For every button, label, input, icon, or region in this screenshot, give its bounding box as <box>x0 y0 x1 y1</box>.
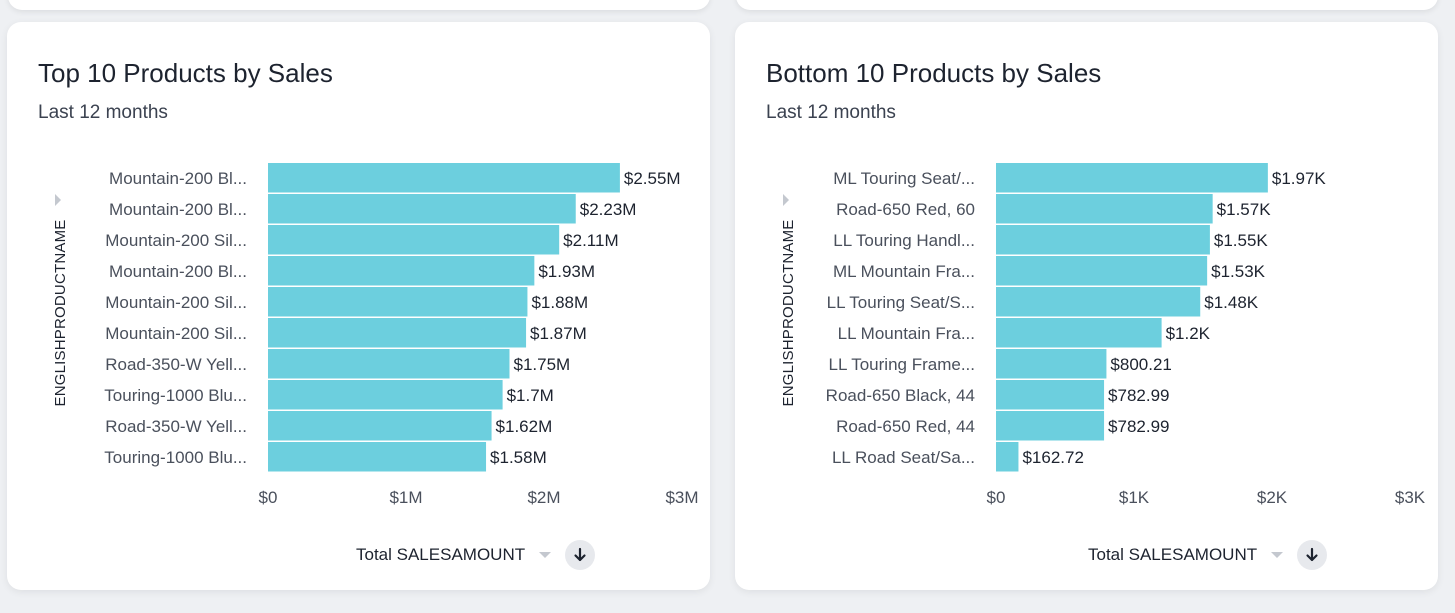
category-label: Road-350-W Yell... <box>105 417 247 436</box>
x-tick-label: $0 <box>987 488 1006 507</box>
bar <box>996 256 1208 286</box>
top-products-card: Top 10 Products by Sales Last 12 months … <box>7 22 710 590</box>
category-label: LL Touring Handl... <box>833 231 975 250</box>
y-axis-title: ENGLISHPRODUCTNAME <box>780 220 797 407</box>
bar <box>996 349 1107 379</box>
previous-card-bottom-left <box>8 0 710 10</box>
value-label: $1.62M <box>496 417 553 436</box>
sort-control: Total SALESAMOUNT <box>356 540 596 570</box>
sort-direction-button[interactable] <box>565 540 596 570</box>
value-label: $1.58M <box>490 448 547 467</box>
bar <box>268 287 528 317</box>
category-label: Mountain-200 Sil... <box>105 231 247 250</box>
value-label: $1.93M <box>538 262 595 281</box>
bar <box>996 318 1162 348</box>
category-label: Road-350-W Yell... <box>105 355 247 374</box>
category-label: Road-650 Red, 60 <box>836 200 975 219</box>
value-label: $1.2K <box>1166 324 1211 343</box>
y-axis-title: ENGLISHPRODUCTNAME <box>52 220 69 407</box>
card-subtitle: Last 12 months <box>38 102 168 123</box>
arrow-down-icon <box>1306 547 1318 562</box>
bar <box>996 442 1019 472</box>
category-label: LL Mountain Fra... <box>838 324 975 343</box>
value-label: $2.55M <box>624 169 681 188</box>
arrow-down-icon <box>574 547 586 562</box>
value-label: $1.57K <box>1217 200 1272 219</box>
bar <box>268 380 503 410</box>
value-label: $1.53K <box>1211 262 1266 281</box>
sort-direction-button[interactable] <box>1297 540 1328 570</box>
category-label: Mountain-200 Sil... <box>105 324 247 343</box>
bar <box>996 225 1210 255</box>
category-label: LL Touring Seat/S... <box>827 293 975 312</box>
card-subtitle: Last 12 months <box>766 102 896 123</box>
category-label: LL Touring Frame... <box>829 355 975 374</box>
sort-measure-label: Total SALESAMOUNT <box>1088 545 1258 564</box>
value-label: $1.88M <box>531 293 588 312</box>
bar <box>996 287 1201 317</box>
value-label: $782.99 <box>1108 386 1169 405</box>
caret-down-icon[interactable] <box>1271 552 1284 558</box>
value-label: $1.48K <box>1204 293 1259 312</box>
x-tick-label: $0 <box>259 488 278 507</box>
bar <box>268 411 492 441</box>
bar <box>268 318 527 348</box>
category-label: Touring-1000 Blu... <box>104 386 247 405</box>
x-tick-label: $1M <box>389 488 422 507</box>
bar <box>268 163 620 193</box>
category-label: Mountain-200 Bl... <box>109 169 247 188</box>
bar <box>268 256 535 286</box>
caret-down-icon[interactable] <box>539 552 552 558</box>
sort-control: Total SALESAMOUNT <box>1088 540 1328 570</box>
category-label: LL Road Seat/Sa... <box>832 448 975 467</box>
category-label: Mountain-200 Bl... <box>109 200 247 219</box>
top-products-bar-chart: ENGLISHPRODUCTNAME Mountain-200 Bl... $2.5… <box>52 163 699 507</box>
value-label: $782.99 <box>1108 417 1169 436</box>
card-title: Top 10 Products by Sales <box>38 58 333 88</box>
value-label: $1.55K <box>1214 231 1269 250</box>
bottom-products-card: Bottom 10 Products by Sales Last 12 mont… <box>735 22 1438 590</box>
value-label: $800.21 <box>1110 355 1171 374</box>
sort-measure-label: Total SALESAMOUNT <box>356 545 526 564</box>
value-label: $2.11M <box>563 231 618 250</box>
value-label: $1.87M <box>530 324 587 343</box>
x-tick-label: $2M <box>527 488 560 507</box>
category-label: ML Touring Seat/... <box>833 169 975 188</box>
value-label: $1.97K <box>1272 169 1327 188</box>
category-label: Road-650 Red, 44 <box>836 417 975 436</box>
bar <box>268 225 560 255</box>
expand-caret-icon <box>55 194 61 206</box>
card-title: Bottom 10 Products by Sales <box>766 58 1102 88</box>
category-label: Mountain-200 Bl... <box>109 262 247 281</box>
value-label: $1.7M <box>507 386 554 405</box>
bar <box>996 411 1105 441</box>
category-label: ML Mountain Fra... <box>833 262 975 281</box>
x-tick-label: $3K <box>1395 488 1426 507</box>
category-label: Mountain-200 Sil... <box>105 293 247 312</box>
value-label: $1.75M <box>514 355 571 374</box>
x-tick-label: $1K <box>1119 488 1150 507</box>
category-label: Road-650 Black, 44 <box>826 386 975 405</box>
category-label: Touring-1000 Blu... <box>104 448 247 467</box>
value-label: $162.72 <box>1022 448 1083 467</box>
bottom-products-bar-chart: ENGLISHPRODUCTNAME ML Touring Seat/... $1.… <box>780 163 1426 507</box>
expand-caret-icon <box>783 194 789 206</box>
value-label: $2.23M <box>580 200 637 219</box>
bar <box>996 194 1213 224</box>
bar <box>996 380 1105 410</box>
bar <box>996 163 1268 193</box>
previous-card-bottom-right <box>736 0 1438 10</box>
x-tick-label: $3M <box>665 488 698 507</box>
bar <box>268 442 487 472</box>
x-tick-label: $2K <box>1257 488 1288 507</box>
bar <box>268 194 576 224</box>
bar <box>268 349 510 379</box>
